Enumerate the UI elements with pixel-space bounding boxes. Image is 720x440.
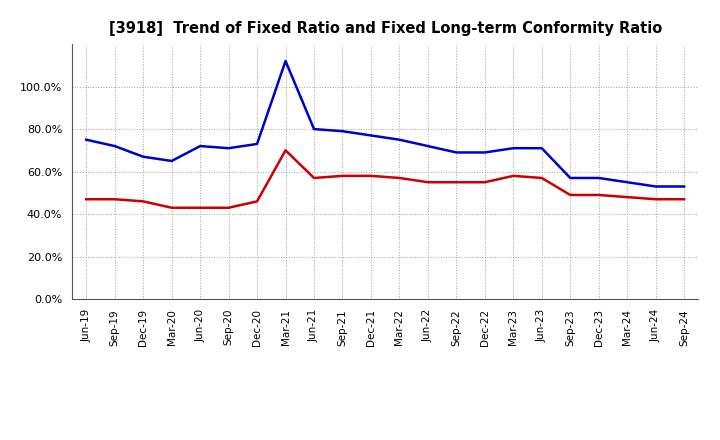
Fixed Ratio [509, 146, 518, 151]
Fixed Long-term Conformity Ratio [652, 197, 660, 202]
Fixed Long-term Conformity Ratio [253, 199, 261, 204]
Fixed Ratio [366, 133, 375, 138]
Fixed Long-term Conformity Ratio [82, 197, 91, 202]
Fixed Long-term Conformity Ratio [366, 173, 375, 179]
Fixed Ratio [167, 158, 176, 164]
Fixed Long-term Conformity Ratio [623, 194, 631, 200]
Fixed Long-term Conformity Ratio [423, 180, 432, 185]
Fixed Ratio [623, 180, 631, 185]
Fixed Long-term Conformity Ratio [480, 180, 489, 185]
Fixed Ratio [537, 146, 546, 151]
Fixed Long-term Conformity Ratio [566, 192, 575, 198]
Fixed Long-term Conformity Ratio [509, 173, 518, 179]
Fixed Ratio [282, 59, 290, 64]
Fixed Long-term Conformity Ratio [310, 175, 318, 180]
Fixed Ratio [253, 141, 261, 147]
Line: Fixed Ratio: Fixed Ratio [86, 61, 684, 187]
Fixed Ratio [338, 128, 347, 134]
Fixed Long-term Conformity Ratio [338, 173, 347, 179]
Fixed Long-term Conformity Ratio [595, 192, 603, 198]
Fixed Ratio [139, 154, 148, 159]
Fixed Long-term Conformity Ratio [395, 175, 404, 180]
Fixed Long-term Conformity Ratio [167, 205, 176, 210]
Fixed Ratio [110, 143, 119, 149]
Fixed Long-term Conformity Ratio [196, 205, 204, 210]
Line: Fixed Long-term Conformity Ratio: Fixed Long-term Conformity Ratio [86, 150, 684, 208]
Fixed Long-term Conformity Ratio [452, 180, 461, 185]
Legend: Fixed Ratio, Fixed Long-term Conformity Ratio: Fixed Ratio, Fixed Long-term Conformity … [190, 438, 580, 440]
Fixed Ratio [652, 184, 660, 189]
Fixed Ratio [395, 137, 404, 142]
Fixed Long-term Conformity Ratio [110, 197, 119, 202]
Fixed Ratio [310, 126, 318, 132]
Fixed Long-term Conformity Ratio [537, 175, 546, 180]
Fixed Ratio [225, 146, 233, 151]
Fixed Long-term Conformity Ratio [225, 205, 233, 210]
Fixed Ratio [680, 184, 688, 189]
Fixed Ratio [423, 143, 432, 149]
Fixed Long-term Conformity Ratio [282, 148, 290, 153]
Fixed Ratio [82, 137, 91, 142]
Fixed Ratio [595, 175, 603, 180]
Title: [3918]  Trend of Fixed Ratio and Fixed Long-term Conformity Ratio: [3918] Trend of Fixed Ratio and Fixed Lo… [109, 21, 662, 36]
Fixed Ratio [452, 150, 461, 155]
Fixed Ratio [566, 175, 575, 180]
Fixed Long-term Conformity Ratio [680, 197, 688, 202]
Fixed Ratio [196, 143, 204, 149]
Fixed Ratio [480, 150, 489, 155]
Fixed Long-term Conformity Ratio [139, 199, 148, 204]
